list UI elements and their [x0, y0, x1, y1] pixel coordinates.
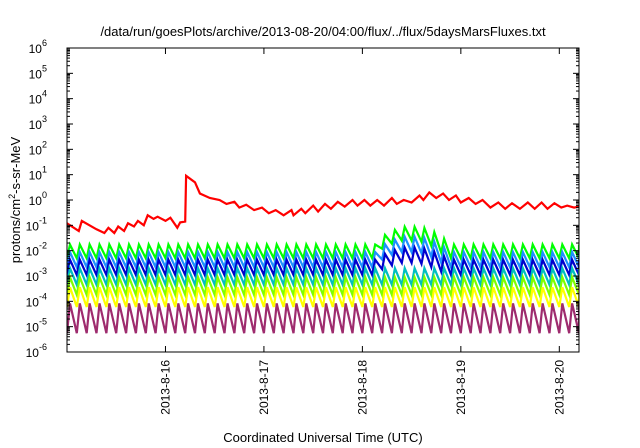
series-line-7	[67, 286, 579, 308]
y-tick-label: 10-1	[26, 215, 47, 233]
y-tick-label: 10-4	[26, 291, 47, 309]
plot-frame	[66, 47, 580, 353]
y-tick-label: 105	[29, 63, 47, 81]
series-line-5	[67, 264, 579, 289]
y-tick-label: 101	[29, 165, 47, 183]
x-tick-label: 2013-8-17	[257, 360, 271, 415]
series-layer	[67, 173, 579, 334]
chart-title: /data/run/goesPlots/archive/2013-08-20/0…	[100, 24, 546, 39]
x-tick-label: 2013-8-20	[552, 360, 566, 415]
series-line-3	[67, 233, 579, 272]
y-tick-label: 104	[29, 89, 47, 107]
x-axis-label: Coordinated Universal Time (UTC)	[223, 430, 422, 445]
y-tick-label: 10-2	[26, 241, 47, 259]
series-line-8	[67, 303, 579, 334]
tick-layer: 10-6 10-5 10-4 10-3 10-2 10-1 100 101 102 103 104 1…	[26, 38, 579, 415]
y-tick-label: 103	[29, 114, 47, 132]
x-tick-label: 2013-8-16	[158, 360, 172, 415]
y-axis-label: protons/cm2-s-sr-MeV	[7, 136, 23, 263]
series-line-4	[67, 243, 579, 280]
y-tick-label: 106	[29, 38, 47, 56]
series-line-2	[67, 223, 579, 263]
y-axis-label-sup: 2	[7, 194, 17, 199]
y-tick-label: 10-3	[26, 266, 47, 284]
y-tick-label: 100	[29, 190, 47, 208]
y-axis-label-suffix: -s-sr-MeV	[8, 136, 23, 193]
y-tick-label: 10-5	[26, 317, 47, 335]
x-tick-label: 2013-8-18	[355, 360, 369, 415]
y-tick-label: 10-6	[26, 342, 47, 360]
x-tick-label: 2013-8-19	[454, 360, 468, 415]
y-axis-label-prefix: protons/cm	[8, 199, 23, 263]
y-tick-label: 102	[29, 139, 47, 157]
series-line-6	[67, 273, 579, 300]
series-line-1	[67, 173, 579, 235]
